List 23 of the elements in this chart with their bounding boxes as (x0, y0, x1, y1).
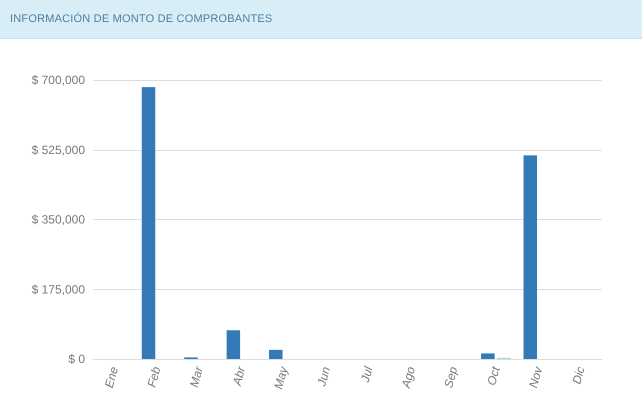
x-tick-label: May (271, 364, 291, 391)
x-tick-label: Sep (441, 364, 460, 390)
bar (226, 330, 240, 359)
x-tick-label: Mar (186, 364, 206, 389)
x-tick-label: Ene (102, 364, 122, 390)
y-tick-label: $ 700,000 (32, 73, 86, 87)
x-tick-label: Feb (144, 364, 164, 389)
bar (142, 87, 156, 359)
bar (269, 350, 283, 359)
x-tick-label: Dic (570, 365, 588, 386)
x-tick-label: Nov (526, 364, 546, 390)
bar (524, 155, 538, 359)
x-tick-label: Jun (314, 364, 334, 388)
chart-title: INFORMACIÓN DE MONTO DE COMPROBANTES (0, 0, 642, 39)
bar (481, 353, 495, 359)
x-tick-label: Jul (358, 364, 376, 385)
y-tick-label: $ 350,000 (32, 212, 86, 226)
y-tick-label: $ 525,000 (32, 142, 86, 157)
y-tick-label: $ 175,000 (32, 282, 86, 296)
x-tick-label: Ago (398, 364, 418, 390)
y-tick-label: $ 0 (68, 352, 86, 366)
x-tick-label: Oct (484, 364, 503, 387)
x-tick-label: Abr (230, 364, 248, 388)
